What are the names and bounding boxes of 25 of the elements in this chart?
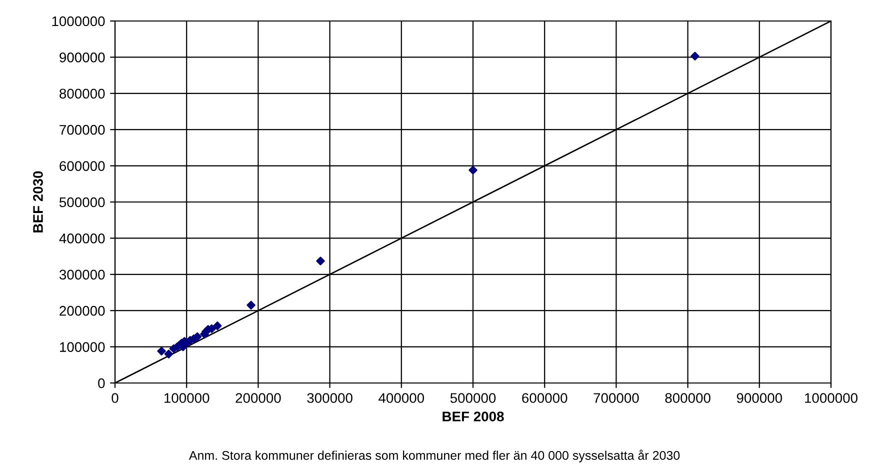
x-tick-label: 1000000 — [805, 393, 858, 403]
x-tick-label: 300000 — [307, 393, 352, 403]
y-tick-label: 200000 — [60, 306, 105, 316]
x-tick-label: 0 — [112, 393, 118, 403]
text: Anm. Stora kommuner definieras som kommuner med fler än 40 000 sysselsatta år 2030 — [188, 450, 680, 462]
x-tick-label: 700000 — [594, 393, 639, 403]
y-tick-label: 1000000 — [52, 16, 105, 26]
x-tick-label: 100000 — [164, 393, 210, 403]
y-tick-label: 300000 — [59, 270, 105, 280]
x-axis-title: BEF 2008 — [442, 412, 504, 422]
y-tick-label: 800000 — [60, 88, 105, 99]
y-tick-label: 0 — [98, 378, 105, 388]
x-tick-label: 800000 — [665, 393, 710, 403]
x-tick-label: 600000 — [522, 393, 568, 403]
x-tick-label: 500000 — [450, 393, 496, 403]
y-axis-title: BEF 2030 — [33, 171, 43, 232]
x-tick-label: 200000 — [236, 393, 281, 403]
y-tick-label: 100000 — [60, 342, 105, 352]
y-tick-label: 700000 — [60, 124, 105, 135]
y-tick-label: 500000 — [59, 197, 105, 208]
y-tick-label: 400000 — [59, 234, 105, 244]
x-tick-label: 900000 — [736, 393, 782, 403]
y-tick-label: 600000 — [60, 161, 105, 171]
y-tick-label: 900000 — [60, 52, 105, 62]
x-tick-label: 400000 — [378, 393, 424, 403]
